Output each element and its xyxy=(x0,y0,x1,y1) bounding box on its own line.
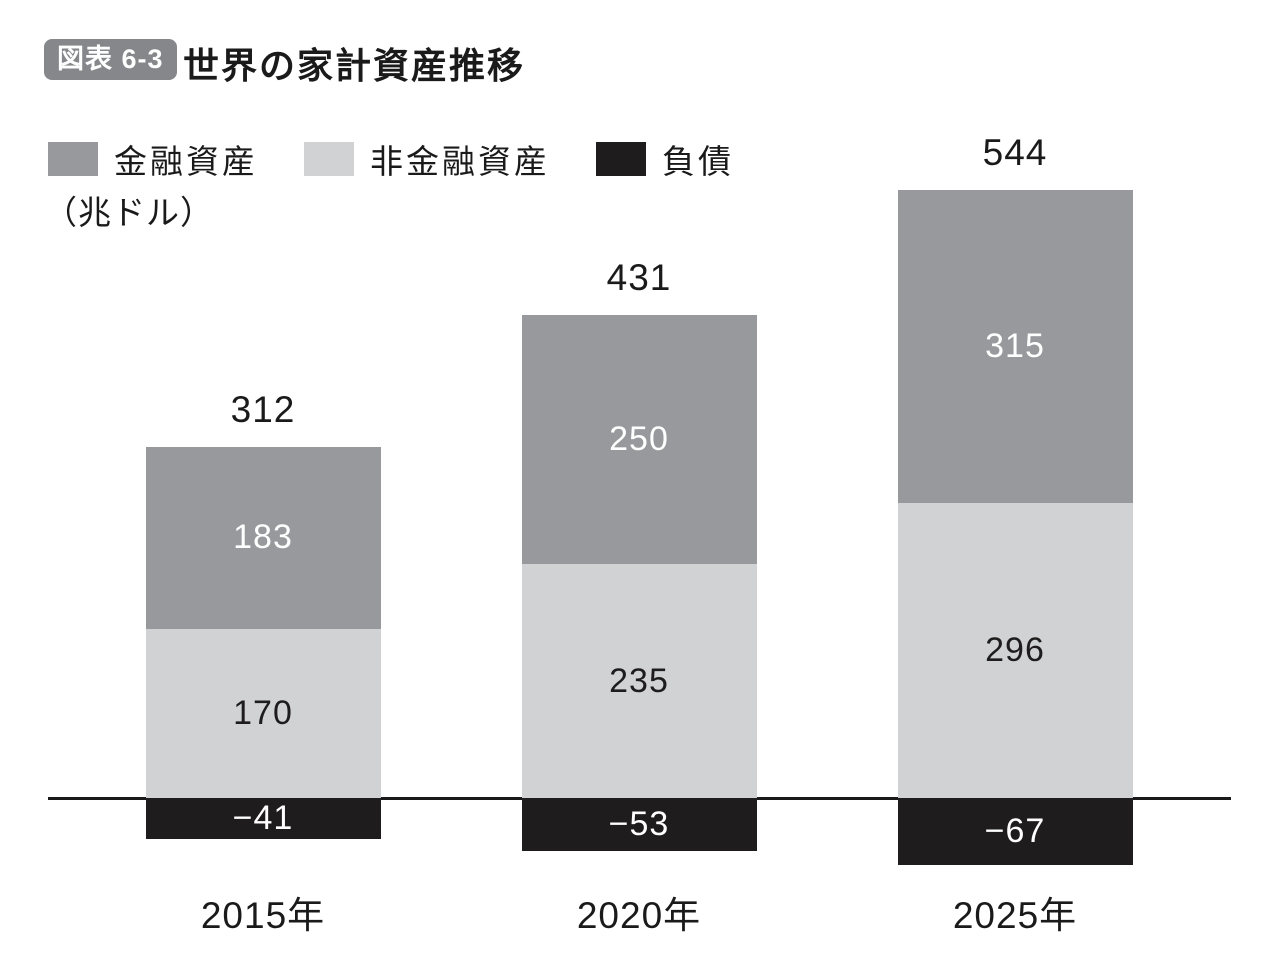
bar-segment-debt-2025: −67 xyxy=(897,798,1133,865)
legend-swatch-nonfinancial-icon xyxy=(304,142,354,176)
legend: 金融資産 非金融資産 負債 xyxy=(48,135,734,183)
figure-title: 世界の家計資産推移 xyxy=(183,45,526,86)
figure-badge: 図表 6-3 xyxy=(44,39,177,80)
legend-label-nonfinancial: 非金融資産 xyxy=(370,143,550,180)
legend-item-financial: 金融資産 xyxy=(48,135,258,183)
bar-total-label-2025: 544 xyxy=(982,132,1048,174)
bar-segment-nonfinancial-2020: 235 xyxy=(521,564,757,798)
x-axis-label-2025: 2025年 xyxy=(952,895,1078,936)
legend-swatch-financial-icon xyxy=(48,142,98,176)
legend-item-debt: 負債 xyxy=(596,135,734,183)
legend-label-debt: 負債 xyxy=(662,143,734,180)
bar-segment-debt-2015: −41 xyxy=(145,798,381,839)
legend-swatch-debt-icon xyxy=(596,142,646,176)
bar-total-label-2020: 431 xyxy=(606,257,672,299)
bar-segment-nonfinancial-2015: 170 xyxy=(145,628,381,798)
bar-segment-nonfinancial-2025: 296 xyxy=(897,503,1133,798)
bar-segment-financial-2025: 315 xyxy=(897,190,1133,504)
x-axis-label-2020: 2020年 xyxy=(576,895,702,936)
bar-segment-financial-2020: 250 xyxy=(521,315,757,565)
axis-unit-label: （兆ドル） xyxy=(44,194,214,231)
bar-total-label-2015: 312 xyxy=(230,388,296,430)
x-axis-label-2015: 2015年 xyxy=(200,895,326,936)
bar-segment-debt-2020: −53 xyxy=(521,798,757,851)
legend-item-nonfinancial: 非金融資産 xyxy=(304,135,550,183)
legend-label-financial: 金融資産 xyxy=(114,143,258,180)
bar-segment-financial-2015: 183 xyxy=(145,446,381,629)
